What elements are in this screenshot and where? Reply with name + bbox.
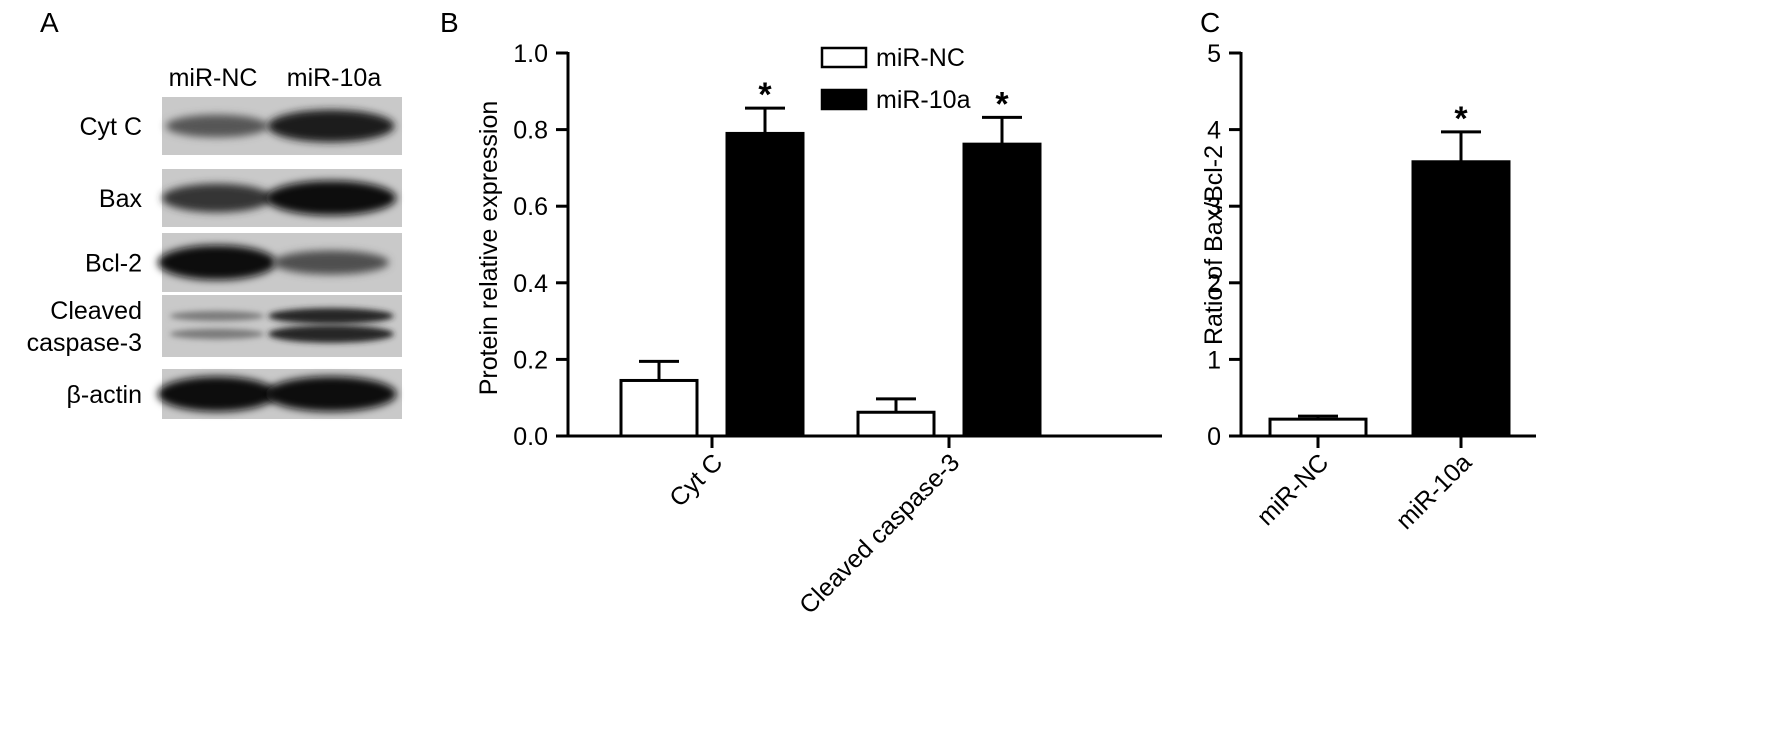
blot-band — [157, 376, 277, 412]
significance-marker: * — [758, 76, 772, 114]
y-tick-label: 1.0 — [513, 40, 548, 68]
legend-label-mir-nc: miR-NC — [876, 44, 965, 72]
blot-band — [268, 308, 394, 324]
bar-mir-10a — [962, 142, 1042, 438]
panel-b-letter: B — [440, 7, 459, 38]
chart-b-ylabel: Protein relative expression — [475, 101, 503, 396]
blot-band — [161, 183, 273, 213]
y-tick-label: 0.2 — [513, 346, 548, 374]
blot-band — [157, 245, 277, 280]
bar-mir-10a — [1411, 160, 1511, 438]
significance-marker: * — [995, 85, 1009, 123]
panel-c-letter: C — [1200, 7, 1220, 38]
x-tick-label: Cyt C — [664, 448, 728, 512]
blot-row-label: Cyt C — [80, 113, 143, 141]
blot-band — [165, 114, 269, 138]
y-tick-label: 0.6 — [513, 193, 548, 221]
blot-band — [273, 250, 389, 275]
chart-b-legend: miR-NC miR-10a — [820, 44, 971, 114]
blot-band — [265, 376, 397, 412]
x-tick-label: miR-10a — [1391, 448, 1478, 535]
bar-mir-nc — [856, 410, 936, 438]
y-tick-label: 3 — [1207, 193, 1221, 221]
x-tick-label: miR-NC — [1252, 448, 1335, 531]
y-tick-label: 2 — [1207, 270, 1221, 298]
blot-band — [169, 311, 265, 321]
legend-swatch-mir-nc — [820, 46, 868, 69]
y-tick-label: 0 — [1207, 423, 1221, 451]
blot-row-label: β-actin — [66, 381, 142, 409]
blot-band — [265, 180, 397, 216]
blot-band — [267, 109, 395, 143]
blot-row-label: caspase-3 — [27, 329, 142, 357]
panel-a-letter: A — [40, 7, 59, 38]
y-tick-label: 5 — [1207, 40, 1221, 68]
blot-band — [268, 325, 394, 343]
blot-band — [169, 328, 265, 340]
y-tick-label: 1 — [1207, 346, 1221, 374]
bar-mir-nc — [1268, 417, 1368, 438]
blot-row-label: Bax — [99, 185, 143, 213]
bar-mir-nc — [619, 378, 699, 438]
chart-c-ylabel: Ratio of Bax/Bcl-2 — [1200, 145, 1228, 345]
chart-b: Protein relative expression 0.0 0.2 0.4 0.6… — [475, 40, 1162, 620]
legend-label-mir-10a: miR-10a — [876, 86, 971, 114]
y-tick-label: 0.4 — [513, 270, 548, 298]
chart-c: Ratio of Bax/Bcl-2 0 1 2 3 4 5 miR-NC miR-10a * — [1200, 40, 1536, 535]
blot-lane-label: miR-NC — [169, 64, 258, 92]
legend-swatch-mir-10a — [820, 88, 868, 111]
significance-marker: * — [1454, 100, 1468, 138]
y-tick-label: 4 — [1207, 117, 1221, 145]
blot-row-label: Cleaved — [50, 297, 142, 325]
western-blot-panel: miR-NC miR-10a Cyt C Bax Bcl-2 Cleaved caspase… — [27, 64, 402, 419]
y-tick-label: 0.0 — [513, 423, 548, 451]
bar-mir-10a — [725, 131, 805, 438]
y-tick-label: 0.8 — [513, 117, 548, 145]
blot-strip — [162, 295, 402, 357]
x-tick-label: Cleaved caspase-3 — [794, 448, 965, 619]
blot-row-label: Bcl-2 — [85, 250, 142, 278]
blot-lane-label: miR-10a — [287, 64, 382, 92]
